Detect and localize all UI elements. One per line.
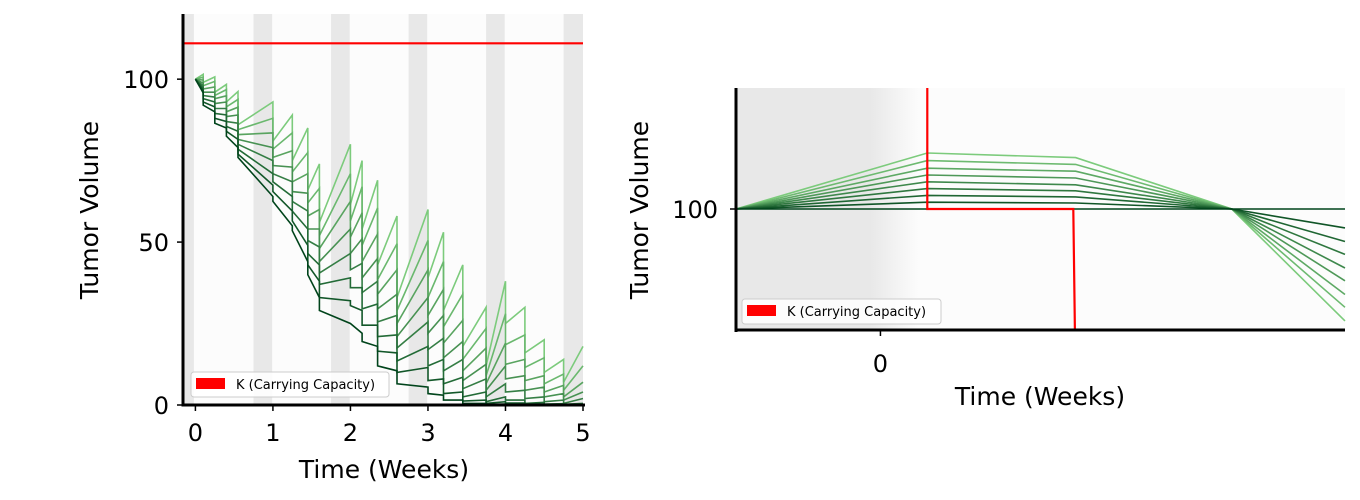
y-tick-label: 100 <box>672 196 718 224</box>
x-tick-label: 2 <box>343 419 358 447</box>
treatment-shading <box>183 14 583 405</box>
series-line <box>194 78 584 405</box>
legend-swatch <box>196 378 225 389</box>
series-line <box>735 152 1346 322</box>
series-line <box>195 78 584 399</box>
x-tick-label: 0 <box>188 419 203 447</box>
plot-background <box>183 14 583 405</box>
y-axis-label: Tumor Volume <box>75 121 104 300</box>
x-tick-label: 3 <box>420 419 435 447</box>
series-line <box>735 180 1346 269</box>
x-tick-label: 1 <box>265 419 280 447</box>
series-line <box>195 76 584 393</box>
treatment-band <box>331 14 350 405</box>
series-line <box>735 159 1346 308</box>
tumor-volume-series <box>735 152 1346 322</box>
y-tick-label: 50 <box>138 229 169 257</box>
series-line <box>735 201 1346 229</box>
legend-swatch <box>747 305 776 316</box>
series-line <box>194 78 584 406</box>
series-line <box>735 174 1346 282</box>
axis-ticks: 0 100 <box>672 196 888 378</box>
legend-frame <box>190 371 390 398</box>
x-tick-label: 5 <box>575 419 590 447</box>
y-tick-label: 100 <box>123 66 169 94</box>
y-tick-label: 0 <box>154 392 169 420</box>
series-line <box>194 78 584 406</box>
y-axis-label: Tumor Volume <box>625 121 654 300</box>
series-line <box>735 187 1346 256</box>
legend-frame <box>741 298 942 325</box>
legend: K (Carrying Capacity) <box>190 371 390 398</box>
legend-label: K (Carrying Capacity) <box>236 378 375 393</box>
x-axis-label: Time (Weeks) <box>954 382 1125 411</box>
treatment-band <box>408 14 428 405</box>
x-tick-label: 4 <box>498 419 513 447</box>
carrying-capacity-line <box>926 88 1076 331</box>
legend: K (Carrying Capacity) <box>741 298 942 325</box>
treatment-band <box>253 14 273 405</box>
treatment-band <box>183 14 194 405</box>
x-tick-label: 0 <box>873 350 888 378</box>
series-line <box>195 78 584 402</box>
treatment-band <box>563 14 583 405</box>
x-axis-label: Time (Weeks) <box>298 455 469 484</box>
series-line <box>194 72 584 383</box>
series-line <box>735 194 1346 243</box>
legend-label: K (Carrying Capacity) <box>787 305 926 320</box>
series-line <box>735 167 1346 296</box>
tumor-volume-series <box>194 72 584 406</box>
